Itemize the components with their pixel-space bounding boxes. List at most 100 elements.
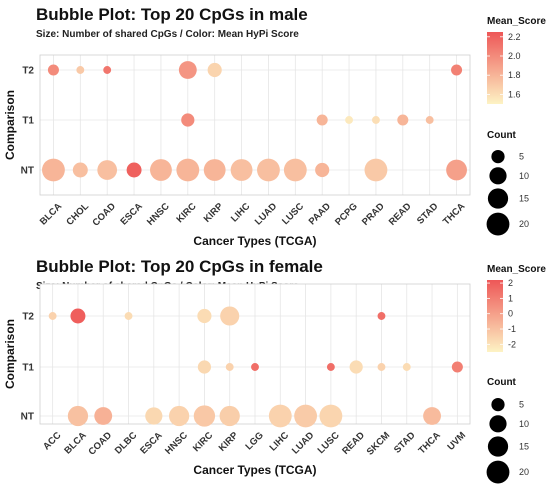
x-tick-label: READ: [387, 201, 414, 228]
chart-subtitle: Size: Number of shared CpGs / Color: Mea…: [36, 29, 299, 40]
y-tick-label: NT: [21, 166, 34, 177]
size-legend-label: 20: [519, 467, 529, 477]
bubble-point: [268, 404, 292, 428]
size-legend-bubble: [486, 212, 510, 236]
size-legend-label: 20: [519, 219, 529, 229]
x-tick-label: LIHC: [268, 430, 292, 454]
bubble-point: [451, 64, 463, 76]
bubble-point: [402, 363, 411, 371]
bubble-point: [349, 360, 363, 374]
bubble-point: [371, 116, 380, 124]
bubble-point: [451, 361, 463, 373]
x-tick-label: KIRP: [217, 430, 241, 454]
bubble-point: [207, 62, 222, 78]
x-tick-label: CHOL: [64, 201, 91, 228]
bubble-point: [423, 407, 441, 425]
x-tick-label: KIRP: [202, 201, 226, 225]
bubble-point: [103, 66, 112, 74]
x-tick-label: LUAD: [253, 201, 280, 228]
x-tick-label: KIRC: [174, 201, 198, 225]
x-tick-label: STAD: [415, 201, 441, 227]
x-axis-title: Cancer Types (TCGA): [193, 234, 316, 248]
chart-panel-2: Bubble Plot: Top 20 CpGs in femaleSize: …: [3, 257, 546, 484]
plot-border: [39, 283, 471, 425]
x-tick-label: DLBC: [113, 430, 140, 457]
color-legend-title: Mean_Score: [487, 16, 546, 27]
bubble-point: [126, 162, 142, 178]
x-tick-label: SKCM: [365, 430, 393, 458]
bubble-point: [94, 407, 113, 425]
bubble-point: [197, 308, 212, 324]
plot-border: [39, 54, 471, 196]
size-legend-title: Count: [487, 130, 517, 141]
x-tick-label: THCA: [416, 430, 443, 457]
bubble-point: [168, 405, 190, 427]
bubble-point: [124, 312, 133, 320]
size-legend-title: Count: [487, 377, 517, 388]
size-legend-bubble: [489, 415, 507, 433]
bubble-point: [181, 113, 195, 127]
bubble-point: [397, 114, 409, 126]
bubble-point: [345, 116, 354, 124]
color-legend-label: -2: [508, 339, 516, 349]
bubble-point: [319, 404, 343, 428]
x-tick-label: LIHC: [229, 201, 253, 225]
x-tick-label: LUSC: [280, 201, 306, 227]
color-legend-bar: [487, 32, 503, 104]
y-tick-label: T2: [22, 66, 34, 77]
color-legend-title: Mean_Score: [487, 264, 546, 275]
bubble-point: [220, 306, 240, 326]
bubble-point: [42, 158, 65, 182]
y-tick-label: NT: [21, 412, 34, 423]
x-tick-label: PCPG: [333, 201, 360, 228]
size-legend-label: 5: [519, 400, 524, 410]
size-legend-bubble: [487, 436, 509, 457]
bubble-point: [150, 159, 172, 181]
size-legend-label: 15: [519, 194, 529, 204]
x-tick-label: READ: [340, 430, 367, 457]
bubble-point: [315, 162, 330, 178]
x-tick-label: PAAD: [307, 201, 333, 227]
x-tick-label: ACC: [41, 430, 63, 452]
bubble-point: [197, 360, 212, 374]
x-tick-label: STAD: [392, 430, 418, 456]
bubble-point: [72, 162, 88, 178]
chart-title: Bubble Plot: Top 20 CpGs in female: [36, 257, 323, 276]
x-tick-label: COAD: [86, 430, 114, 458]
size-legend-bubble: [486, 460, 510, 484]
color-legend-label: 2: [508, 278, 513, 288]
color-legend-label: 1.6: [508, 89, 521, 99]
size-legend-label: 10: [519, 171, 529, 181]
bubble-point: [47, 64, 59, 76]
bubble-point: [48, 312, 57, 320]
bubble-point: [316, 114, 328, 126]
x-tick-label: PRAD: [360, 201, 387, 228]
x-axis-title: Cancer Types (TCGA): [193, 463, 316, 477]
bubble-point: [283, 158, 307, 182]
bubble-point: [326, 363, 335, 371]
bubble-point: [176, 158, 200, 182]
y-tick-label: T1: [22, 116, 34, 127]
x-tick-label: THCA: [441, 201, 468, 228]
bubble-point: [294, 404, 318, 428]
chart-panel-1: Bubble Plot: Top 20 CpGs in male Size: Nu…: [3, 5, 546, 248]
x-tick-label: KIRC: [191, 430, 215, 454]
bubble-point: [97, 160, 118, 180]
size-legend-bubble: [487, 188, 509, 209]
x-tick-label: COAD: [90, 201, 118, 229]
bubble-point: [377, 312, 386, 320]
bubble-point: [230, 159, 253, 181]
x-tick-label: LUAD: [290, 430, 317, 457]
bubble-point: [67, 405, 89, 427]
y-tick-label: T1: [22, 363, 34, 374]
color-legend-label: 2.0: [508, 51, 521, 61]
color-legend-label: -1: [508, 324, 516, 334]
bubble-point: [76, 66, 85, 74]
size-legend-label: 10: [519, 419, 529, 429]
color-legend-label: 1: [508, 293, 513, 303]
x-tick-label: BLCA: [62, 430, 89, 457]
color-legend-bar: [487, 280, 503, 352]
bubble-point: [446, 159, 467, 181]
y-tick-label: T2: [22, 312, 34, 323]
